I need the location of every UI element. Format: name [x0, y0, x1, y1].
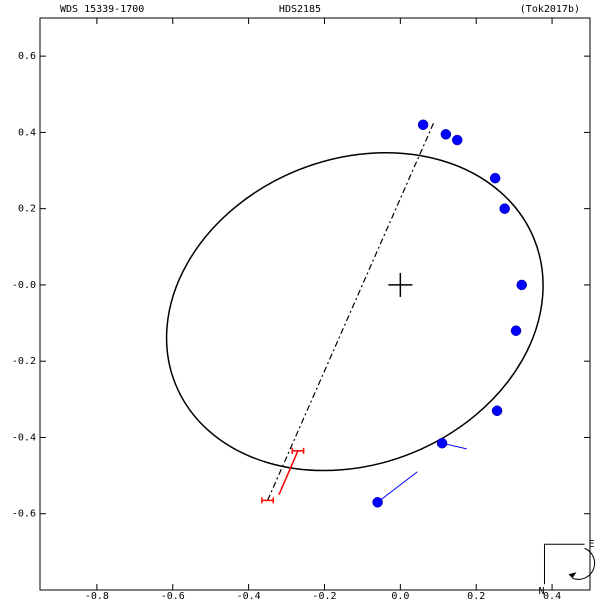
xtick-label: 0.2	[467, 591, 485, 600]
ytick-label: 0.2	[18, 204, 36, 215]
observation-point	[452, 135, 462, 145]
observation-point	[490, 173, 500, 183]
plot-background	[0, 0, 600, 600]
header-center: HDS2185	[279, 4, 321, 15]
observation-point	[500, 204, 510, 214]
ytick-label: -0.2	[12, 356, 36, 367]
ytick-label: -0.6	[12, 509, 36, 520]
compass-label-n: N	[538, 586, 544, 597]
xtick-label: 0.4	[543, 591, 561, 600]
ytick-label: -0.0	[12, 280, 36, 291]
observation-point	[517, 280, 527, 290]
observation-point	[492, 406, 502, 416]
xtick-label: -0.6	[161, 591, 185, 600]
xtick-label: -0.2	[312, 591, 336, 600]
ytick-label: 0.6	[18, 51, 36, 62]
xtick-label: 0.0	[391, 591, 409, 600]
observation-point	[418, 120, 428, 130]
xtick-label: -0.4	[237, 591, 261, 600]
observation-point	[437, 438, 447, 448]
observation-point	[511, 326, 521, 336]
xtick-label: -0.8	[85, 591, 109, 600]
plot-container: WDS 15339-1700 HDS2185 (Tok2017b) -0.8 -0.6 -…	[0, 0, 600, 600]
ytick-label: -0.4	[12, 432, 36, 443]
header-right: (Tok2017b)	[520, 4, 580, 15]
observation-point	[441, 129, 451, 139]
header-left: WDS 15339-1700	[60, 4, 144, 15]
orbit-plot: WDS 15339-1700 HDS2185 (Tok2017b) -0.8 -0.6 -…	[0, 0, 600, 600]
compass-label-e: E	[588, 539, 594, 550]
ytick-label: 0.4	[18, 127, 36, 138]
observation-point	[373, 497, 383, 507]
